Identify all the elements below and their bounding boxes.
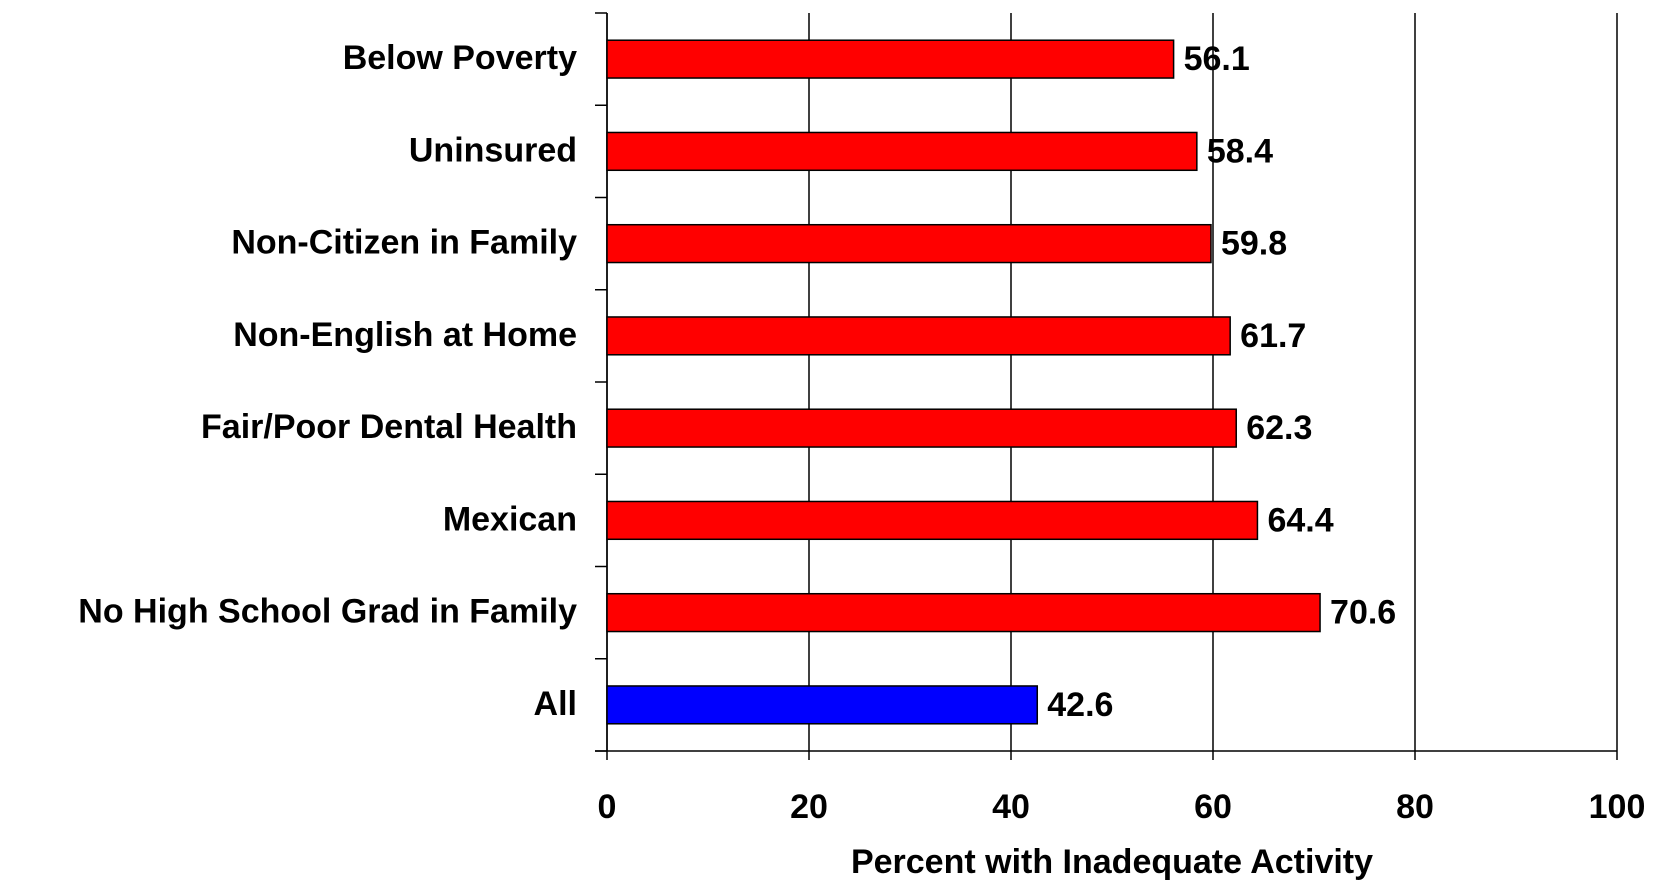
y-tick-label: Non-English at Home: [233, 316, 577, 354]
data-label: 64.4: [1267, 501, 1333, 539]
x-tick-label: 100: [1589, 788, 1646, 826]
y-tick-label: Fair/Poor Dental Health: [201, 408, 577, 446]
x-tick-label: 20: [790, 788, 828, 826]
y-tick-label: Non-Citizen in Family: [231, 224, 577, 262]
y-tick-label: All: [534, 685, 577, 723]
x-tick-label: 40: [992, 788, 1030, 826]
y-tick-label: Uninsured: [409, 131, 577, 169]
data-label: 70.6: [1330, 594, 1396, 632]
bar: [606, 408, 1237, 448]
bar: [606, 131, 1198, 172]
x-tick-label: 60: [1194, 788, 1232, 826]
bar: [606, 39, 1175, 79]
y-tick-label: Mexican: [443, 500, 577, 538]
bar: [606, 685, 1039, 725]
x-tick-label: 80: [1396, 788, 1434, 826]
y-tick-label: Below Poverty: [343, 39, 577, 77]
data-label: 58.4: [1207, 132, 1273, 170]
bar: [606, 223, 1212, 264]
bar: [606, 316, 1231, 356]
bar: [606, 592, 1321, 633]
x-tick-label: 0: [598, 788, 617, 826]
data-label: 56.1: [1184, 40, 1250, 78]
y-tick-label: No High School Grad in Family: [78, 593, 577, 631]
bar: [606, 500, 1259, 541]
data-label: 42.6: [1047, 686, 1113, 724]
data-label: 61.7: [1240, 317, 1306, 355]
x-axis-title: Percent with Inadequate Activity: [851, 843, 1373, 881]
data-label: 59.8: [1221, 225, 1287, 263]
data-label: 62.3: [1246, 409, 1312, 447]
